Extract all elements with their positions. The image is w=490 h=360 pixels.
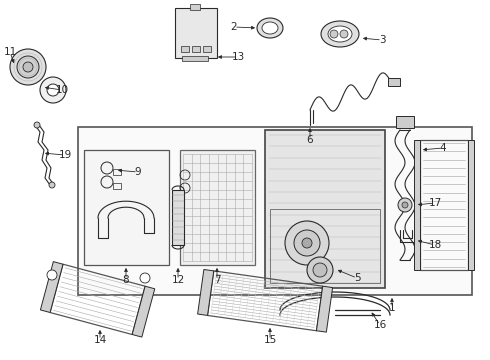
Circle shape: [34, 122, 40, 128]
Circle shape: [40, 77, 66, 103]
Ellipse shape: [321, 21, 359, 47]
Text: 14: 14: [94, 335, 107, 345]
Text: 5: 5: [354, 273, 360, 283]
Bar: [180, 150, 255, 265]
Text: 18: 18: [428, 240, 441, 250]
Bar: [190, 4, 200, 10]
Bar: [132, 286, 155, 337]
Text: 6: 6: [307, 135, 313, 145]
Text: 12: 12: [172, 275, 185, 285]
Bar: [172, 190, 184, 245]
Bar: [420, 140, 468, 270]
Text: 19: 19: [58, 150, 72, 160]
Bar: [78, 127, 472, 295]
Circle shape: [49, 182, 55, 188]
Bar: [40, 262, 63, 312]
Circle shape: [307, 257, 333, 283]
Bar: [396, 116, 414, 128]
Text: 9: 9: [135, 167, 141, 177]
Circle shape: [10, 49, 46, 85]
Ellipse shape: [328, 26, 352, 42]
Circle shape: [17, 56, 39, 78]
Circle shape: [47, 270, 57, 280]
Circle shape: [402, 202, 408, 208]
Text: 3: 3: [379, 35, 385, 45]
Text: 2: 2: [231, 22, 237, 32]
Bar: [113, 183, 121, 189]
Text: 17: 17: [428, 198, 441, 208]
Text: 11: 11: [3, 47, 17, 57]
Bar: [113, 169, 121, 175]
Bar: [414, 140, 420, 270]
Circle shape: [140, 273, 150, 283]
Text: 13: 13: [231, 52, 245, 62]
Bar: [50, 264, 145, 334]
Bar: [84, 150, 169, 265]
Text: 4: 4: [440, 143, 446, 153]
Bar: [388, 78, 400, 86]
Ellipse shape: [257, 18, 283, 38]
Bar: [192, 46, 200, 52]
Text: 15: 15: [264, 335, 277, 345]
Circle shape: [313, 263, 327, 277]
Bar: [317, 286, 333, 332]
Text: 7: 7: [214, 275, 220, 285]
Ellipse shape: [262, 22, 278, 34]
Text: 8: 8: [122, 275, 129, 285]
Bar: [181, 46, 189, 52]
Text: 16: 16: [373, 320, 387, 330]
Text: 10: 10: [55, 85, 69, 95]
Circle shape: [340, 30, 348, 38]
Circle shape: [398, 198, 412, 212]
Circle shape: [23, 62, 33, 72]
Bar: [208, 271, 323, 331]
Circle shape: [285, 221, 329, 265]
Bar: [468, 140, 474, 270]
Bar: [197, 270, 214, 315]
Circle shape: [302, 238, 312, 248]
Bar: [182, 56, 208, 61]
Bar: [175, 8, 217, 58]
Bar: [270, 209, 380, 283]
Circle shape: [47, 84, 59, 96]
Circle shape: [330, 30, 338, 38]
Text: 1: 1: [389, 303, 395, 313]
Circle shape: [294, 230, 320, 256]
Bar: [265, 130, 385, 288]
Bar: [203, 46, 211, 52]
